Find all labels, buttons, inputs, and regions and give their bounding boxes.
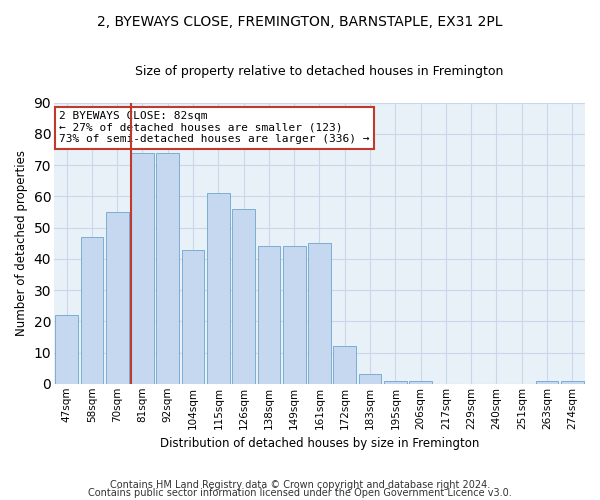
Text: 2 BYEWAYS CLOSE: 82sqm
← 27% of detached houses are smaller (123)
73% of semi-de: 2 BYEWAYS CLOSE: 82sqm ← 27% of detached… [59,111,370,144]
Bar [283,246,305,384]
Text: Contains HM Land Registry data © Crown copyright and database right 2024.: Contains HM Land Registry data © Crown c… [110,480,490,490]
Bar [207,194,230,384]
Bar [157,152,179,384]
Bar [55,315,78,384]
Bar [257,246,280,384]
Bar [232,209,255,384]
Bar [308,244,331,384]
Bar [106,212,128,384]
Title: Size of property relative to detached houses in Fremington: Size of property relative to detached ho… [135,65,503,78]
Bar [359,374,382,384]
Bar [334,346,356,384]
Bar [561,380,584,384]
Bar [80,237,103,384]
Y-axis label: Number of detached properties: Number of detached properties [15,150,28,336]
Bar [384,380,407,384]
Text: 2, BYEWAYS CLOSE, FREMINGTON, BARNSTAPLE, EX31 2PL: 2, BYEWAYS CLOSE, FREMINGTON, BARNSTAPLE… [97,15,503,29]
X-axis label: Distribution of detached houses by size in Fremington: Distribution of detached houses by size … [160,437,479,450]
Text: Contains public sector information licensed under the Open Government Licence v3: Contains public sector information licen… [88,488,512,498]
Bar [409,380,432,384]
Bar [131,152,154,384]
Bar [182,250,205,384]
Bar [536,380,559,384]
